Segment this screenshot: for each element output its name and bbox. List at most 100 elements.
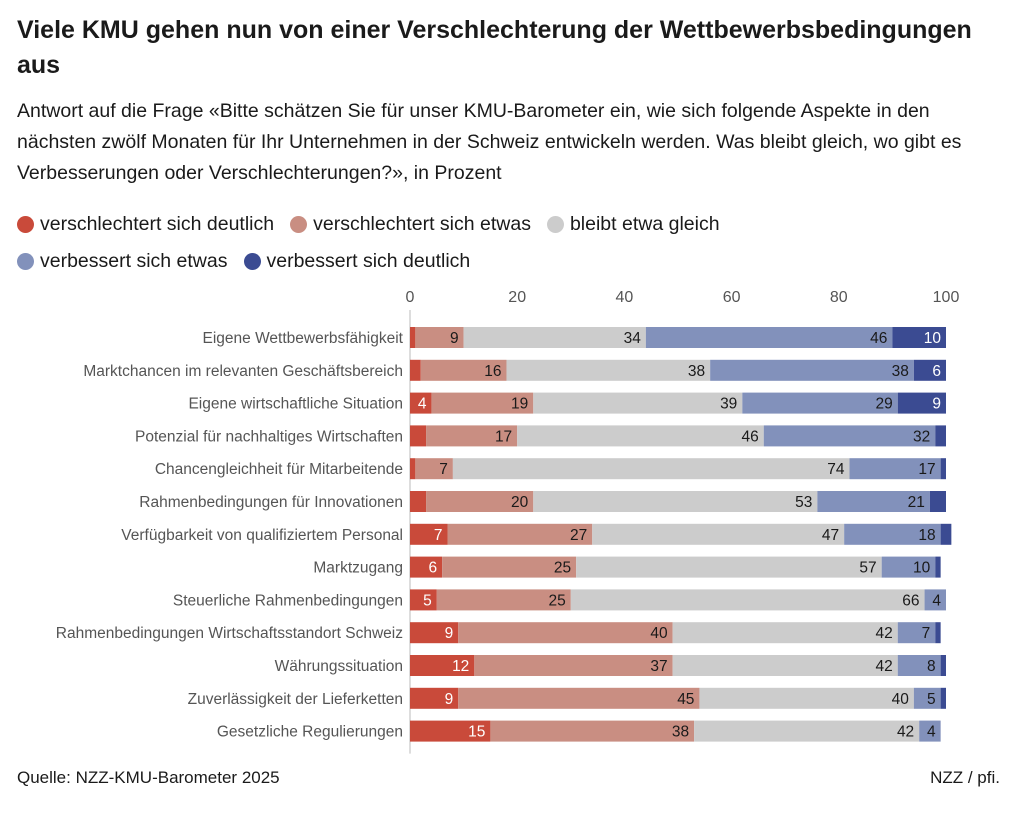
bar-segment xyxy=(935,425,946,447)
bar-segment xyxy=(415,327,464,348)
bar-segment xyxy=(924,589,946,611)
bar-segment xyxy=(694,720,920,742)
bar-segment xyxy=(935,556,941,578)
bar-segment xyxy=(672,622,898,644)
bar-segment xyxy=(592,523,845,545)
data-label: 66 xyxy=(902,592,919,609)
bar-segment xyxy=(442,556,577,578)
bar-segment xyxy=(447,523,593,545)
bar-segment xyxy=(849,458,941,480)
legend-label: verschlechtert sich deutlich xyxy=(40,213,275,235)
bar-segment xyxy=(410,491,427,512)
bar-segment xyxy=(490,720,695,742)
data-label: 21 xyxy=(908,494,925,511)
data-label: 7 xyxy=(434,527,443,544)
bar-segment xyxy=(940,458,946,480)
category-label: Marktzugang xyxy=(313,560,403,577)
data-label: 25 xyxy=(549,592,566,609)
x-tick-label: 80 xyxy=(830,289,848,306)
bar-segment xyxy=(436,589,571,611)
x-tick-label: 60 xyxy=(723,289,741,306)
data-label: 7 xyxy=(922,625,931,642)
x-tick-label: 0 xyxy=(406,289,415,306)
bar-segment xyxy=(426,491,534,512)
bar-segment xyxy=(763,425,936,447)
bar-segment xyxy=(410,458,416,480)
bar-segment xyxy=(410,720,491,742)
bar-segment xyxy=(742,392,898,414)
data-label: 10 xyxy=(913,560,931,577)
data-label: 9 xyxy=(450,330,459,347)
bar-segment xyxy=(415,458,453,480)
bar-segment xyxy=(410,556,443,578)
category-label: Gesetzliche Regulierungen xyxy=(217,724,403,741)
bar-segment xyxy=(420,359,507,381)
legend-row: verschlechtert sich deutlich verschlecht… xyxy=(17,206,1007,243)
data-label: 6 xyxy=(429,560,438,577)
bar-segment xyxy=(431,392,534,414)
data-label: 5 xyxy=(423,592,432,609)
data-label: 12 xyxy=(452,658,469,675)
data-label: 57 xyxy=(859,560,876,577)
bar-segment xyxy=(410,425,427,447)
data-label: 46 xyxy=(742,428,759,445)
data-label: 42 xyxy=(897,724,914,741)
data-label: 34 xyxy=(624,330,642,347)
category-label: Potenzial für nachhaltiges Wirtschaften xyxy=(135,428,403,445)
category-label: Chancengleichheit für Mitarbeitende xyxy=(155,461,403,478)
data-label: 15 xyxy=(468,724,485,741)
data-label: 4 xyxy=(932,592,941,609)
data-label: 6 xyxy=(932,363,941,380)
bar-segment xyxy=(929,491,946,512)
data-label: 40 xyxy=(650,625,668,642)
data-label: 32 xyxy=(913,428,930,445)
bar-segment xyxy=(463,327,646,348)
category-label: Währungssituation xyxy=(275,658,403,675)
bar-segment xyxy=(410,523,448,545)
legend-item-verschlechtert-deutlich: verschlechtert sich deutlich xyxy=(17,206,274,243)
legend: verschlechtert sich deutlich verschlecht… xyxy=(17,206,1007,280)
legend-marker-icon xyxy=(17,216,34,233)
legend-item-verbessert-etwas: verbessert sich etwas xyxy=(17,243,228,280)
bar-segment xyxy=(892,327,946,348)
bar-segment xyxy=(410,589,437,611)
bar-segment xyxy=(576,556,882,578)
bar-segment xyxy=(506,359,711,381)
bar-segment xyxy=(817,491,930,512)
legend-item-verbessert-deutlich: verbessert sich deutlich xyxy=(243,243,471,280)
data-label: 27 xyxy=(570,527,587,544)
data-label: 74 xyxy=(827,461,845,478)
bar-segment xyxy=(533,491,818,512)
bar-segment xyxy=(570,589,925,611)
x-tick-label: 20 xyxy=(508,289,526,306)
data-label: 25 xyxy=(554,560,571,577)
data-label: 42 xyxy=(876,625,893,642)
bar-segment xyxy=(410,392,432,414)
data-label: 29 xyxy=(876,396,893,413)
data-label: 16 xyxy=(484,363,501,380)
bar-segment xyxy=(940,523,952,545)
stacked-bar-chart: 0 20 40 60 80 100 Eigene Wettbewerbsfähigkeit 9… xyxy=(56,289,960,754)
x-tick-label: 100 xyxy=(933,289,960,306)
data-label: 37 xyxy=(650,658,667,675)
legend-label: verschlechtert sich etwas xyxy=(313,213,531,235)
bar-segment xyxy=(426,425,518,447)
bar-segment xyxy=(710,359,914,381)
data-label: 38 xyxy=(688,363,705,380)
bar-segment xyxy=(844,523,941,545)
bar-segment xyxy=(699,687,914,709)
data-label: 7 xyxy=(439,461,448,478)
category-label: Eigene wirtschaftliche Situation xyxy=(188,396,403,413)
category-label: Rahmenbedingungen Wirtschaftsstandort Sc… xyxy=(56,625,403,642)
data-label: 38 xyxy=(672,724,689,741)
data-label: 9 xyxy=(445,625,454,642)
legend-marker-icon xyxy=(546,216,564,233)
legend-marker-icon xyxy=(243,253,261,270)
data-label: 18 xyxy=(918,527,935,544)
data-label: 17 xyxy=(918,461,935,478)
data-label: 5 xyxy=(927,691,936,708)
legend-label: verbessert sich deutlich xyxy=(266,250,471,272)
bar-segment xyxy=(533,392,743,414)
data-label: 19 xyxy=(511,396,528,413)
data-label: 38 xyxy=(892,363,909,380)
